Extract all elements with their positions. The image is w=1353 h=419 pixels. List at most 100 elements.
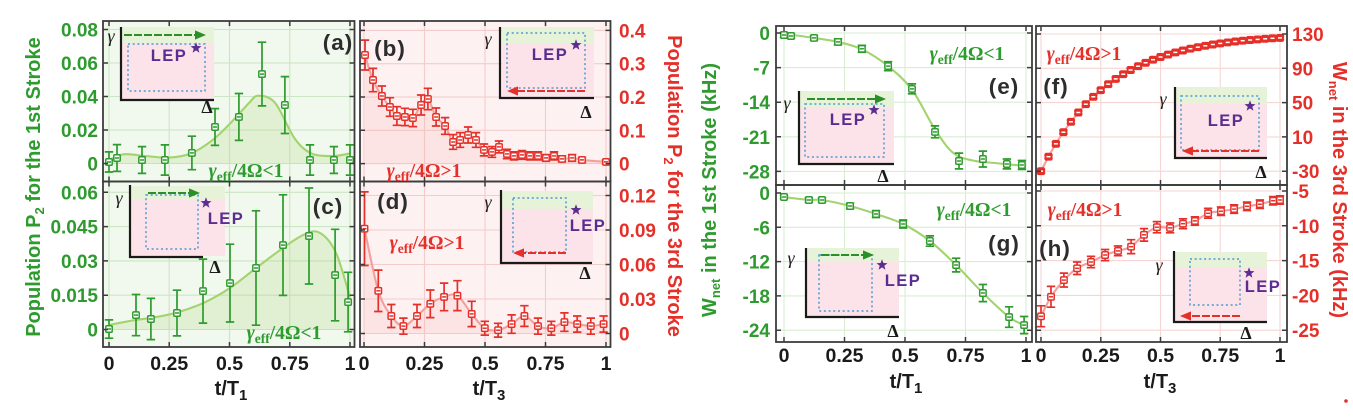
svg-text:-5: -5 bbox=[1292, 182, 1309, 203]
svg-text:0.04: 0.04 bbox=[61, 88, 98, 109]
svg-text:0.75: 0.75 bbox=[527, 353, 565, 375]
svg-text:0.75: 0.75 bbox=[271, 353, 309, 375]
svg-text:γeff/4Ω<1: γeff/4Ω<1 bbox=[930, 44, 1005, 67]
svg-text:(a): (a) bbox=[323, 30, 354, 55]
svg-text:0.02: 0.02 bbox=[61, 121, 98, 142]
svg-text:0: 0 bbox=[87, 321, 98, 342]
svg-text:1: 1 bbox=[1021, 345, 1032, 367]
svg-text:1: 1 bbox=[1275, 345, 1286, 367]
svg-text:Δ: Δ bbox=[1255, 162, 1266, 182]
svg-text:LEP: LEP bbox=[1208, 112, 1245, 130]
svg-text:0: 0 bbox=[619, 155, 630, 176]
svg-text:0.09: 0.09 bbox=[619, 221, 656, 242]
svg-text:0: 0 bbox=[1036, 345, 1047, 367]
svg-text:γ: γ bbox=[484, 192, 492, 212]
svg-text:Wnet in the 3rd Stroke (kHz): Wnet in the 3rd Stroke (kHz) bbox=[1326, 62, 1350, 318]
svg-text:(g): (g) bbox=[988, 231, 1020, 256]
svg-text:γ: γ bbox=[783, 93, 791, 113]
svg-text:Δ: Δ bbox=[201, 97, 212, 117]
svg-text:0.03: 0.03 bbox=[619, 290, 656, 311]
svg-text:LEP: LEP bbox=[532, 46, 569, 64]
svg-text:LEP: LEP bbox=[1245, 278, 1282, 296]
svg-text:10: 10 bbox=[1292, 128, 1313, 149]
svg-text:0.06: 0.06 bbox=[61, 54, 98, 75]
svg-text:Δ: Δ bbox=[579, 263, 590, 283]
svg-text:1: 1 bbox=[345, 353, 356, 375]
svg-text:0: 0 bbox=[359, 353, 370, 375]
svg-text:(e): (e) bbox=[989, 74, 1020, 99]
svg-text:1: 1 bbox=[601, 353, 612, 375]
svg-text:0.3: 0.3 bbox=[619, 55, 645, 76]
svg-text:0.5: 0.5 bbox=[1147, 345, 1174, 367]
svg-text:-14: -14 bbox=[743, 93, 771, 114]
svg-text:0.08: 0.08 bbox=[61, 21, 98, 42]
svg-text:-18: -18 bbox=[743, 287, 770, 308]
svg-text:0: 0 bbox=[87, 155, 98, 176]
svg-text:-10: -10 bbox=[1292, 217, 1319, 238]
svg-text:0.2: 0.2 bbox=[619, 88, 645, 109]
svg-text:0: 0 bbox=[619, 325, 630, 346]
svg-text:γeff/4Ω<1: γeff/4Ω<1 bbox=[247, 323, 322, 346]
svg-text:Wnet in the 1st Stroke (kHz): Wnet in the 1st Stroke (kHz) bbox=[699, 63, 723, 317]
svg-text:0.4: 0.4 bbox=[619, 21, 646, 42]
svg-text:0.12: 0.12 bbox=[619, 187, 656, 208]
svg-text:0: 0 bbox=[779, 345, 790, 367]
svg-text:LEP: LEP bbox=[208, 210, 245, 228]
svg-text:γeff/4Ω<1: γeff/4Ω<1 bbox=[209, 161, 284, 184]
svg-text:0.1: 0.1 bbox=[619, 121, 646, 142]
svg-text:γeff/4Ω>1: γeff/4Ω>1 bbox=[1048, 200, 1123, 223]
svg-text:(c): (c) bbox=[313, 194, 344, 219]
svg-text:Δ: Δ bbox=[877, 166, 888, 186]
svg-text:0.015: 0.015 bbox=[50, 286, 98, 307]
svg-text:-15: -15 bbox=[1292, 252, 1320, 273]
svg-text:0.25: 0.25 bbox=[826, 345, 864, 367]
svg-text:90: 90 bbox=[1292, 59, 1313, 80]
svg-text:(h): (h) bbox=[1039, 236, 1071, 261]
svg-text:0: 0 bbox=[759, 184, 770, 205]
svg-text:0: 0 bbox=[759, 24, 770, 45]
svg-text:γeff/4Ω>1: γeff/4Ω>1 bbox=[387, 161, 462, 184]
svg-text:γ: γ bbox=[787, 248, 795, 268]
svg-text:Population P2 for the 3rd Stro: Population P2 for the 3rd Stroke bbox=[661, 35, 685, 337]
svg-text:0.75: 0.75 bbox=[947, 345, 985, 367]
svg-text:0.045: 0.045 bbox=[50, 218, 98, 239]
svg-text:0.06: 0.06 bbox=[61, 183, 98, 204]
svg-text:Δ: Δ bbox=[1240, 323, 1251, 343]
svg-text:0.5: 0.5 bbox=[891, 345, 918, 367]
svg-text:γeff/4Ω<1: γeff/4Ω<1 bbox=[937, 200, 1012, 223]
svg-text:0.25: 0.25 bbox=[406, 353, 444, 375]
svg-text:(f): (f) bbox=[1043, 74, 1068, 99]
svg-text:-20: -20 bbox=[1292, 286, 1319, 307]
svg-text:-12: -12 bbox=[743, 253, 770, 274]
svg-text:Population P2 for the 1st Stro: Population P2 for the 1st Stroke bbox=[23, 37, 47, 337]
svg-text:LEP: LEP bbox=[885, 272, 922, 290]
svg-text:γ: γ bbox=[1159, 89, 1167, 109]
svg-text:LEP: LEP bbox=[151, 47, 188, 65]
svg-text:0.5: 0.5 bbox=[216, 353, 243, 375]
svg-text:LEP: LEP bbox=[570, 217, 607, 235]
svg-text:Δ: Δ bbox=[887, 321, 898, 341]
svg-text:-24: -24 bbox=[743, 321, 771, 342]
svg-text:-28: -28 bbox=[743, 162, 770, 183]
svg-text:Δ: Δ bbox=[580, 102, 591, 122]
svg-text:0.25: 0.25 bbox=[150, 353, 188, 375]
svg-text:Δ: Δ bbox=[209, 257, 220, 277]
svg-text:γ: γ bbox=[484, 29, 492, 49]
svg-text:-7: -7 bbox=[753, 59, 770, 80]
svg-text:0.25: 0.25 bbox=[1082, 345, 1120, 367]
svg-text:0.5: 0.5 bbox=[471, 353, 498, 375]
svg-text:0.75: 0.75 bbox=[1201, 345, 1239, 367]
svg-text:-25: -25 bbox=[1292, 321, 1320, 342]
svg-text:0.03: 0.03 bbox=[61, 252, 98, 273]
svg-text:γ: γ bbox=[107, 26, 115, 46]
svg-text:-30: -30 bbox=[1292, 162, 1319, 183]
svg-text:(b): (b) bbox=[374, 36, 406, 61]
svg-text:130: 130 bbox=[1292, 25, 1324, 46]
svg-text:γeff/4Ω>1: γeff/4Ω>1 bbox=[390, 233, 465, 256]
svg-text:LEP: LEP bbox=[830, 111, 867, 129]
svg-text:50: 50 bbox=[1292, 94, 1313, 115]
svg-text:-21: -21 bbox=[743, 128, 771, 149]
svg-text:-6: -6 bbox=[753, 218, 770, 239]
svg-text:0: 0 bbox=[104, 353, 115, 375]
svg-text:γ: γ bbox=[1155, 255, 1163, 275]
